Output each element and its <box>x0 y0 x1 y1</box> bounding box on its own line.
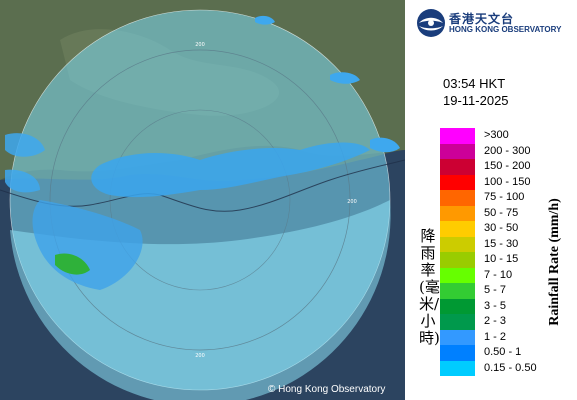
legend-range-label: >300 <box>484 129 509 141</box>
agency-name-chinese: 香港天文台 <box>449 12 515 26</box>
rain-cell-nw <box>5 133 45 157</box>
legend-row: 150 - 200 <box>440 159 577 175</box>
legend-range-label: 150 - 200 <box>484 160 531 172</box>
legend-range-label: 0.50 - 1 <box>484 346 522 358</box>
legend-row: >300 <box>440 128 577 144</box>
legend-row: 0.15 - 0.50 <box>440 360 577 376</box>
legend-swatch <box>440 252 475 268</box>
legend-swatch <box>440 298 475 314</box>
legend-panel: 香港天文台 HONG KONG OBSERVATORY 03:54 HKT 19… <box>405 0 577 400</box>
legend-range-label: 15 - 30 <box>484 237 519 250</box>
radar-map: 200 200 200 © Hong Kong Observatory <box>0 0 405 400</box>
legend-swatch <box>440 360 475 376</box>
legend-row: 0.50 - 1 <box>440 345 577 361</box>
range-ring-label-north: 200 <box>195 42 205 48</box>
legend-range-label: 7 - 10 <box>484 268 513 281</box>
legend-swatch <box>440 345 475 361</box>
observatory-logo-icon <box>417 9 445 37</box>
legend-range-label: 1 - 2 <box>484 330 507 343</box>
legend-swatch <box>440 174 475 190</box>
legend-row: 1 - 2 <box>440 329 577 345</box>
legend-row: 5 - 7 <box>440 283 577 299</box>
rain-band-main <box>91 142 371 198</box>
legend-swatch <box>440 283 475 299</box>
legend-range-label: 75 - 100 <box>484 191 525 203</box>
rain-echoes <box>5 15 400 290</box>
legend-row: 3 - 5 <box>440 298 577 314</box>
legend-swatch <box>440 221 475 237</box>
legend-row: 7 - 10 <box>440 267 577 283</box>
legend-row: 30 - 50 <box>440 221 577 237</box>
radar-map-graphic: 200 200 200 <box>0 0 405 400</box>
legend-range-label: 0.15 - 0.50 <box>484 361 537 374</box>
legend-swatch <box>440 267 475 283</box>
legend-title-chinese: 降雨率(毫米/小時) <box>419 227 440 347</box>
range-ring-inner <box>49 49 351 351</box>
observation-date: 19-11-2025 <box>443 93 509 108</box>
range-ring-label-east: 200 <box>347 199 357 205</box>
coastline <box>0 159 405 212</box>
legend-swatch <box>440 159 475 175</box>
observation-time: 03:54 HKT <box>443 76 506 91</box>
range-ring-label-south: 200 <box>195 353 205 359</box>
legend-row: 75 - 100 <box>440 190 577 206</box>
rain-cell-n <box>255 15 275 25</box>
legend-row: 2 - 3 <box>440 314 577 330</box>
range-ring-middle <box>109 109 291 291</box>
legend-range-label: 3 - 5 <box>484 299 507 312</box>
legend-range-label: 100 - 150 <box>484 175 531 188</box>
legend-range-label: 50 - 75 <box>484 206 519 219</box>
rainfall-legend: >300 200 - 300 150 - 200 100 - 150 75 - 100 5… <box>440 128 577 376</box>
legend-row: 100 - 150 <box>440 174 577 190</box>
legend-range-label: 200 - 300 <box>484 144 531 157</box>
rain-cell-ne <box>330 72 360 84</box>
legend-title-english: Rainfall Rate (mm/h) <box>547 198 562 326</box>
legend-range-label: 5 - 7 <box>484 284 507 296</box>
legend-swatch <box>440 128 475 144</box>
legend-swatch <box>440 143 475 159</box>
legend-swatch <box>440 314 475 330</box>
legend-row: 50 - 75 <box>440 205 577 221</box>
copyright-notice: © Hong Kong Observatory <box>268 384 386 395</box>
agency-name-english: HONG KONG OBSERVATORY <box>449 25 562 34</box>
legend-range-label: 10 - 15 <box>484 253 519 265</box>
legend-swatch <box>440 329 475 345</box>
legend-swatch <box>440 236 475 252</box>
legend-swatch <box>440 205 475 221</box>
legend-range-label: 30 - 50 <box>484 222 519 234</box>
rain-cell-green <box>55 253 90 275</box>
legend-row: 10 - 15 <box>440 252 577 268</box>
legend-row: 200 - 300 <box>440 143 577 159</box>
agency-logo <box>415 8 575 40</box>
legend-range-label: 2 - 3 <box>484 315 507 327</box>
legend-swatch <box>440 190 475 206</box>
rain-cell-w <box>5 169 40 193</box>
legend-row: 15 - 30 <box>440 236 577 252</box>
rain-cell-e <box>370 137 400 153</box>
